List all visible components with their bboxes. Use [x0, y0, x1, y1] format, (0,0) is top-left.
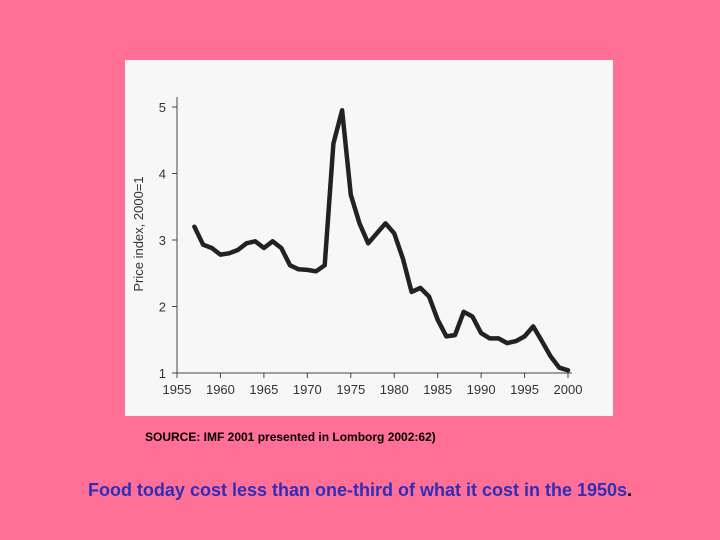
y-tick-label: 5 — [159, 100, 166, 115]
chart-panel: 1955 1960 1965 1970 1975 1980 1985 1990 1995 2000… — [125, 60, 613, 416]
x-tick-label: 1960 — [206, 382, 235, 397]
x-tick-label: 1955 — [163, 382, 192, 397]
price-index-line — [192, 108, 571, 373]
x-tick-label: 1980 — [380, 382, 409, 397]
x-tick-label: 1970 — [293, 382, 322, 397]
y-tick-label: 1 — [159, 366, 166, 381]
x-tick-label: 1975 — [336, 382, 365, 397]
source-note: SOURCE: IMF 2001 presented in Lomborg 20… — [145, 430, 436, 444]
caption: Food today cost less than one-third of w… — [0, 480, 720, 501]
y-axis-title: Price index, 2000=1 — [131, 176, 146, 291]
x-tick-label: 1985 — [423, 382, 452, 397]
caption-period: . — [627, 480, 633, 500]
x-tick-label: 2000 — [554, 382, 583, 397]
caption-text: Food today cost less than one-third of w… — [87, 480, 628, 500]
y-tick-label: 3 — [159, 233, 166, 248]
y-tick-label: 2 — [159, 300, 166, 315]
price-index-chart: 1955 1960 1965 1970 1975 1980 1985 1990 1995 2000… — [131, 97, 583, 397]
x-tick-label: 1990 — [467, 382, 496, 397]
y-tick-label: 4 — [159, 167, 166, 182]
x-tick-label: 1965 — [249, 382, 278, 397]
x-tick-label: 1995 — [510, 382, 539, 397]
